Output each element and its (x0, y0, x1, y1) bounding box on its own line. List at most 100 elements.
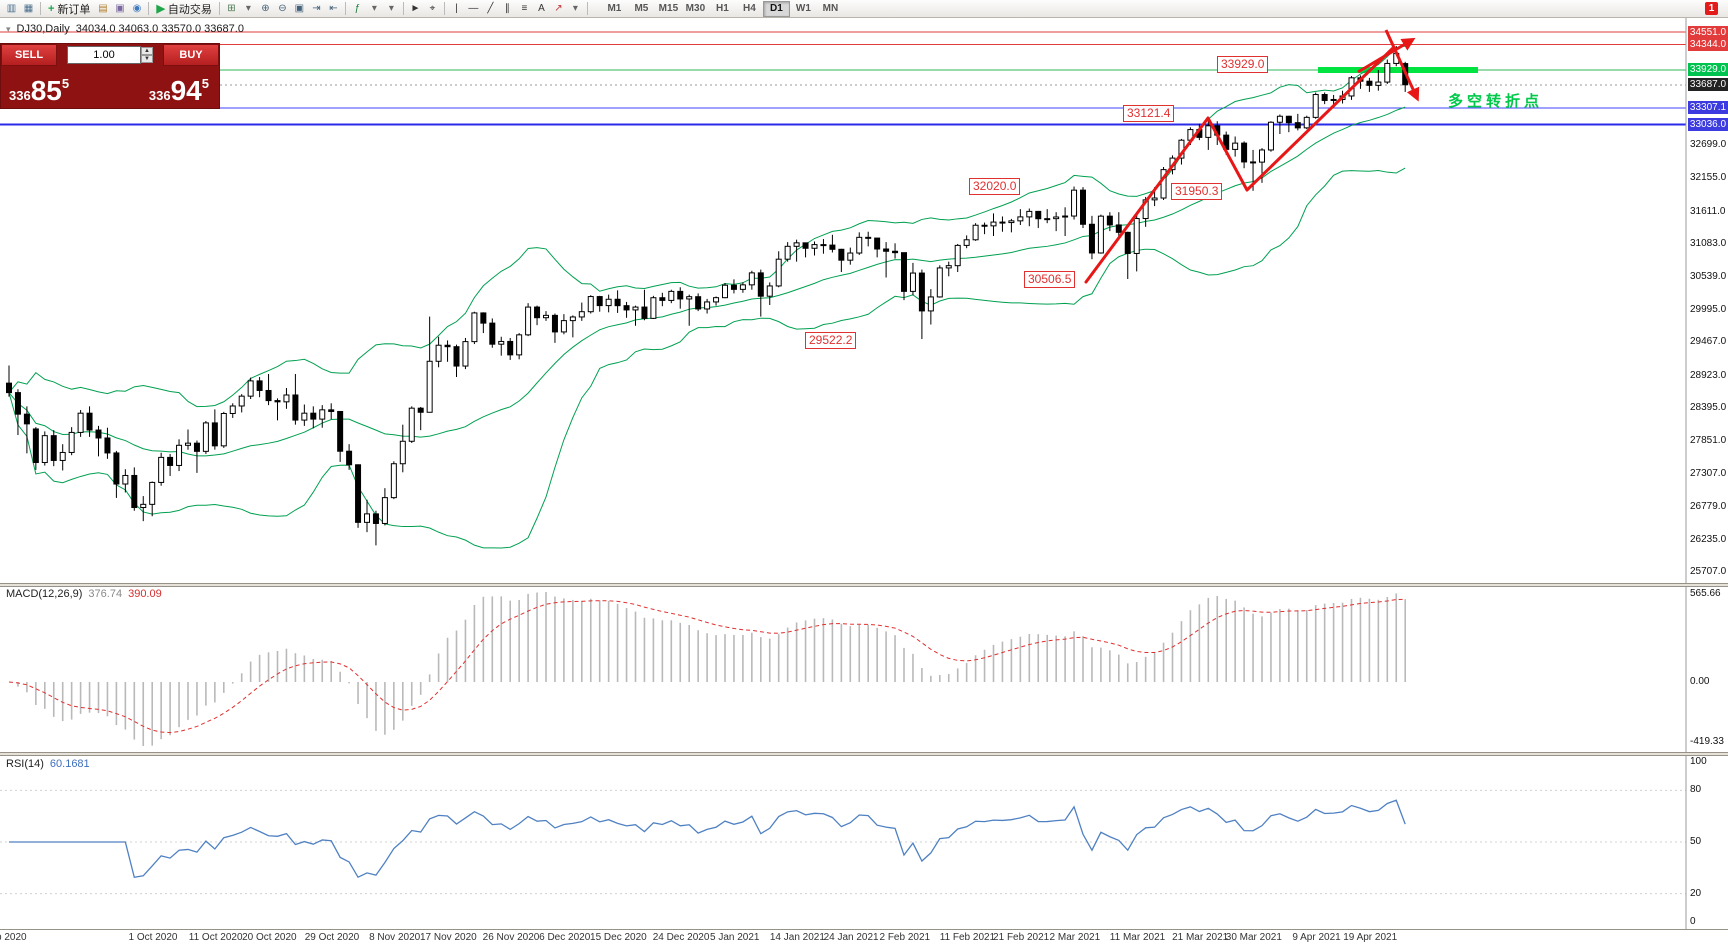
new-order-button[interactable]: + 新订单 (44, 1, 94, 17)
navigator-icon[interactable]: ◉ (132, 2, 142, 14)
date-label: 5 Jan 2021 (710, 932, 760, 943)
timeframe-h4[interactable]: H4 (743, 2, 756, 14)
timeframe-d1[interactable]: D1 (762, 0, 790, 17)
indicators-icon[interactable]: ƒ (354, 2, 361, 14)
text-label-icon[interactable]: A (538, 2, 545, 14)
rsi-axis-label: 20 (1690, 887, 1702, 899)
volume-spinner: ▲ ▼ (141, 47, 153, 63)
auto-trading-button-icon: ▶ (156, 3, 165, 15)
date-label: 20 Oct 2020 (242, 932, 297, 943)
notification-badge[interactable]: 1 (1705, 2, 1718, 15)
new-order-button-label: 新订单 (57, 3, 91, 16)
price-annotation-label[interactable]: 31950.3 (1171, 183, 1223, 200)
date-label: 17 Nov 2020 (419, 932, 477, 943)
trendline-icon[interactable]: ╱ (487, 2, 494, 14)
macd-panel-splitter[interactable] (0, 583, 1728, 587)
timeframe-m1[interactable]: M1 (607, 2, 622, 14)
rsi-panel-splitter[interactable] (0, 752, 1728, 756)
indicators-list-icon[interactable]: ▾ (371, 2, 377, 14)
data-window-icon[interactable]: ▣ (115, 2, 125, 14)
price-tick-label: 29995.0 (1690, 304, 1727, 316)
price-tick-label: 32155.0 (1690, 172, 1727, 184)
trade-panel-controls: SELL ▲ ▼ BUY (1, 44, 219, 66)
chart-symbol-period: DJ30,Daily (16, 23, 70, 35)
timeframe-m5[interactable]: M5 (634, 2, 649, 14)
bid-price: 336 85 5 (1, 66, 107, 108)
date-label: 9 Apr 2021 (1292, 932, 1341, 943)
price-tick-label: 28923.0 (1690, 369, 1727, 381)
rsi-axis-label: 80 (1690, 784, 1702, 796)
volume-up-icon[interactable]: ▲ (141, 47, 153, 55)
toolbar-separator (344, 2, 346, 15)
zoom-out-icon[interactable]: ⊖ (278, 2, 287, 14)
rsi-axis-label: 0 (1690, 916, 1696, 927)
charts-candle-icon[interactable]: ▦ (23, 2, 34, 14)
crosshair-icon[interactable]: ⌖ (429, 2, 436, 14)
time-axis-separator (0, 929, 1728, 930)
fibonacci-icon[interactable]: ≡ (521, 2, 528, 14)
price-annotation-label[interactable]: 33929.0 (1217, 56, 1269, 73)
one-click-trade-panel: SELL ▲ ▼ BUY 336 85 5 336 94 5 (1, 44, 219, 108)
horizontal-line-icon[interactable]: ― (468, 2, 479, 14)
vertical-line-icon[interactable]: | (455, 2, 458, 14)
volume-input[interactable] (67, 46, 141, 64)
chart-shift-icon[interactable]: ⇤ (329, 2, 338, 14)
templates-icon[interactable]: ▾ (388, 2, 394, 14)
timeframe-mn[interactable]: MN (822, 2, 839, 14)
cursor-icon[interactable]: ► (410, 2, 421, 14)
market-watch-icon[interactable]: ▤ (98, 2, 108, 14)
one-click-collapse-icon[interactable]: ▾ (6, 23, 11, 34)
price-annotation-label[interactable]: 30506.5 (1024, 271, 1076, 288)
timeframe-m15[interactable]: M15 (658, 2, 679, 14)
rsi-indicator-label: RSI(14) 60.1681 (6, 758, 90, 770)
date-label: 11 Feb 2021 (939, 932, 996, 943)
price-line-label: 33036.0 (1688, 118, 1728, 131)
toolbar: ▥ ▦ + 新订单 ▤ ▣ ◉ ▶ 自动交易 ⊞ ▾ ⊕ ⊖ ▣ ⇥ ⇤ ƒ ▾ ▾ ► ⌖ | ― ╱ ∥ ≡ A ↗ ▾ M1 M5 M1… (0, 0, 1728, 18)
volume-control: ▲ ▼ (57, 44, 163, 66)
macd-main-value: 376.74 (88, 588, 123, 600)
profiles-icon[interactable]: ▾ (245, 2, 251, 14)
rsi-name: RSI(14) (6, 758, 44, 770)
volume-down-icon[interactable]: ▼ (141, 55, 153, 63)
toolbar-separator (218, 2, 220, 15)
objects-dropdown-icon[interactable]: ▾ (572, 2, 578, 14)
auto-trading-button-label: 自动交易 (167, 3, 212, 16)
macd-axis-label: 0.00 (1690, 676, 1710, 687)
price-annotation-label[interactable]: 32020.0 (969, 178, 1021, 195)
date-label: 29 Oct 2020 (304, 932, 360, 943)
bid-pip-digit: 5 (61, 76, 70, 91)
price-annotation-label[interactable]: 33121.4 (1123, 105, 1175, 122)
date-label: 24 Dec 2020 (652, 932, 710, 943)
rsi-axis-label: 100 (1690, 756, 1707, 767)
ask-price: 336 94 5 (107, 66, 219, 108)
charts-bar-icon[interactable]: ▥ (6, 2, 17, 14)
bid-prefix: 336 (9, 88, 31, 103)
zoom-in-icon[interactable]: ⊕ (261, 2, 270, 14)
date-label: 11 Mar 2021 (1109, 932, 1166, 943)
price-tick-label: 32699.0 (1690, 139, 1727, 151)
date-label: 2 Feb 2021 (879, 932, 931, 943)
timeframe-w1[interactable]: W1 (795, 2, 811, 14)
sell-button[interactable]: SELL (1, 44, 57, 66)
toolbar-separator (586, 2, 588, 15)
timeframe-h1[interactable]: H1 (716, 2, 729, 14)
tile-windows-icon[interactable]: ▣ (294, 2, 305, 14)
macd-name: MACD(12,26,9) (6, 588, 83, 600)
rsi-axis-label: 50 (1690, 836, 1702, 847)
timeframe-group: M1 M5 M15 M30 H1 H4 D1 W1 MN (601, 0, 844, 17)
price-line-label: 34344.0 (1688, 38, 1728, 52)
auto-trading-button[interactable]: ▶ 自动交易 (152, 1, 215, 17)
price-tick-label: 28395.0 (1690, 401, 1727, 413)
date-label: 26 Nov 2020 (482, 932, 540, 943)
bid-big-digits: 85 (30, 75, 62, 106)
price-tick-label: 30539.0 (1690, 270, 1727, 282)
new-chart-icon[interactable]: ⊞ (227, 2, 236, 14)
price-annotation-label[interactable]: 29522.2 (805, 332, 857, 349)
equidistant-channel-icon[interactable]: ∥ (504, 2, 510, 14)
turning-point-annotation: 多空转折点 (1448, 93, 1544, 110)
timeframe-m30[interactable]: M30 (685, 2, 706, 14)
arrow-objects-icon[interactable]: ↗ (554, 2, 563, 14)
auto-scroll-icon[interactable]: ⇥ (312, 2, 321, 14)
buy-button[interactable]: BUY (163, 44, 219, 66)
